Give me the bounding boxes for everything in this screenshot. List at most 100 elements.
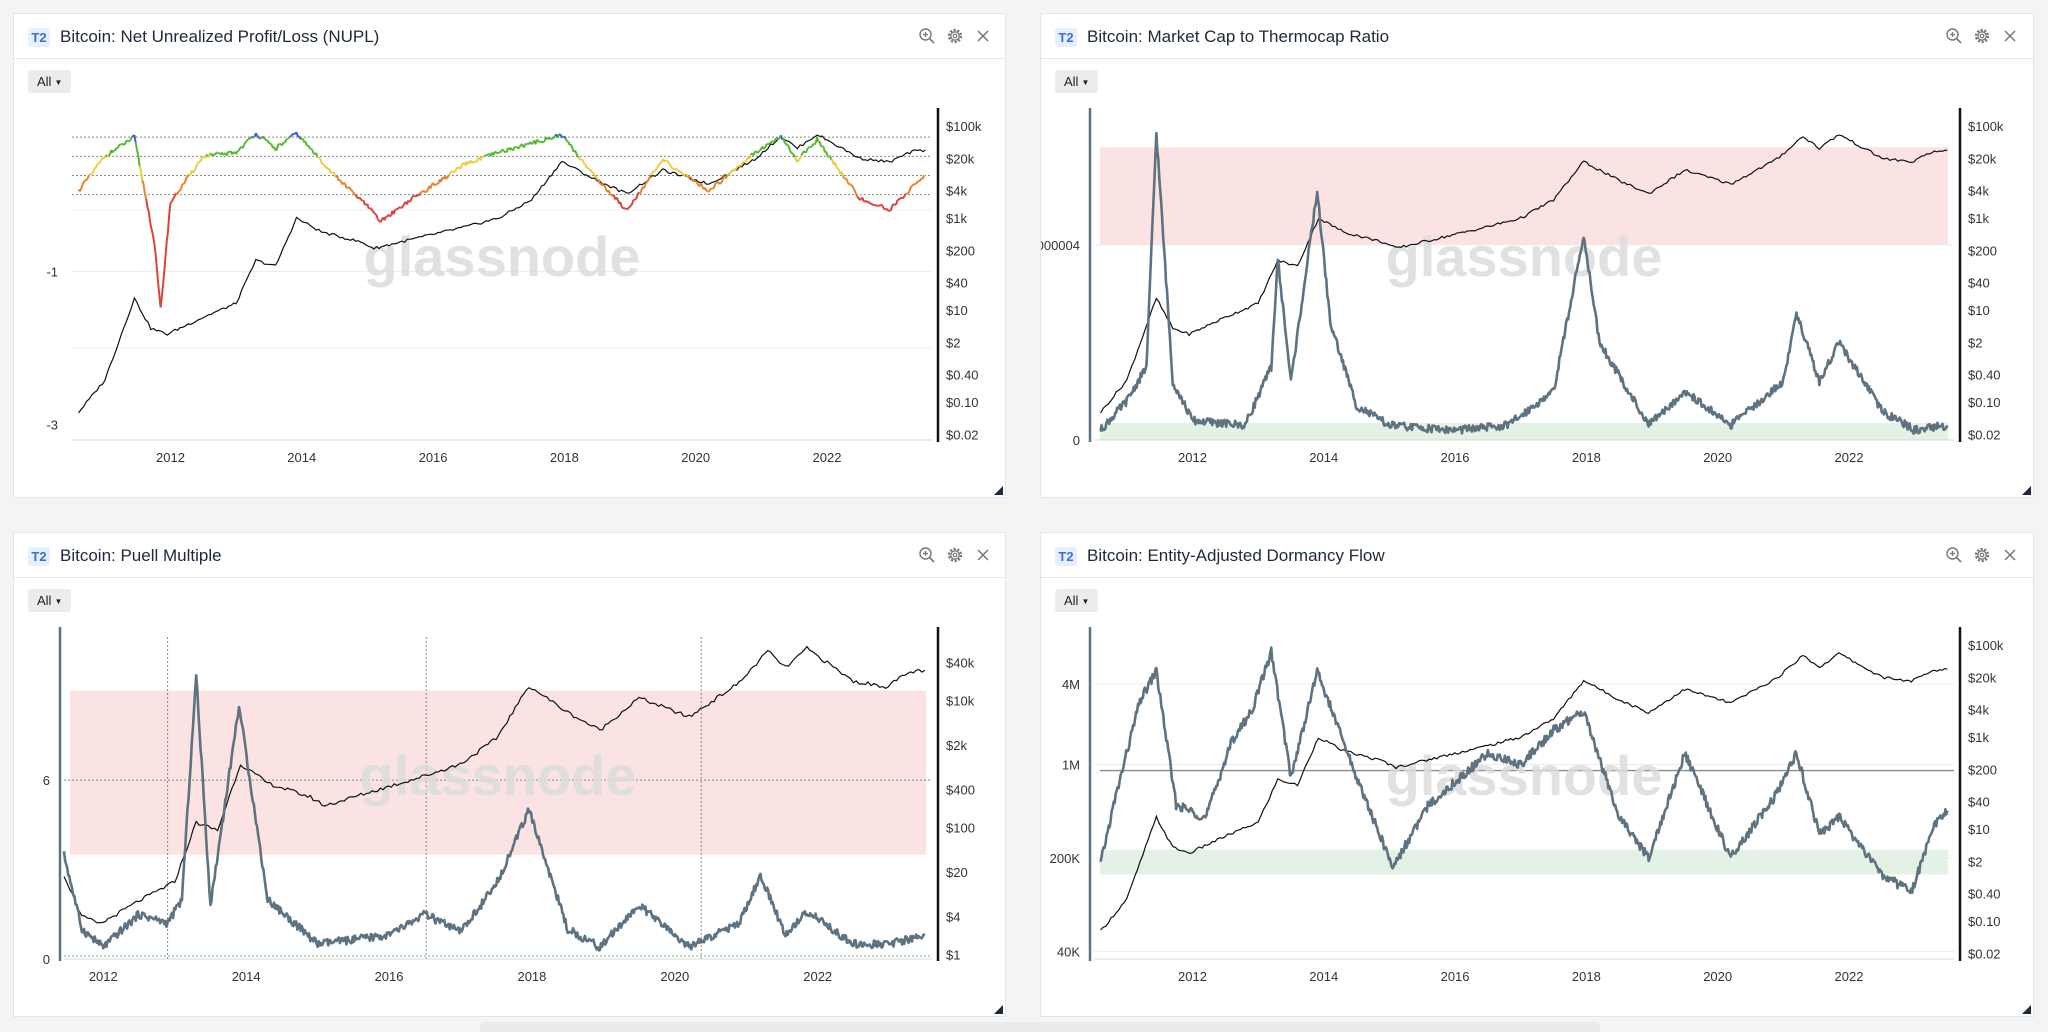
nupl-segment bbox=[704, 187, 708, 191]
nupl-segment bbox=[592, 172, 596, 176]
nupl-segment bbox=[696, 182, 700, 186]
nupl-segment bbox=[203, 155, 207, 159]
x-tick-label: 2018 bbox=[1572, 450, 1601, 465]
nupl-segment bbox=[194, 164, 198, 170]
nupl-segment bbox=[559, 133, 563, 138]
nupl-segment bbox=[812, 142, 815, 146]
nupl-segment bbox=[85, 177, 89, 181]
range-dropdown[interactable]: All ▼ bbox=[1055, 589, 1099, 612]
nupl-segment bbox=[842, 175, 846, 179]
nupl-segment bbox=[344, 183, 348, 189]
nupl-segment bbox=[679, 170, 682, 173]
gear-icon[interactable] bbox=[946, 546, 964, 564]
panel-header: T2 Bitcoin: Market Cap to Thermocap Rati… bbox=[1041, 14, 2033, 59]
close-icon[interactable] bbox=[2001, 546, 2019, 564]
resize-handle[interactable] bbox=[994, 486, 1003, 495]
nupl-segment bbox=[133, 134, 137, 143]
nupl-segment bbox=[615, 196, 619, 201]
nupl-segment bbox=[742, 160, 745, 164]
nupl-segment bbox=[705, 189, 709, 193]
gear-icon[interactable] bbox=[946, 27, 964, 45]
nupl-segment bbox=[805, 147, 809, 152]
bottom-scroll-hint bbox=[480, 1022, 1600, 1032]
nupl-segment bbox=[635, 194, 639, 200]
metric-line bbox=[1099, 131, 1949, 435]
nupl-segment bbox=[518, 144, 522, 148]
nupl-segment bbox=[624, 207, 628, 211]
range-dropdown[interactable]: All ▼ bbox=[1055, 70, 1099, 93]
close-icon[interactable] bbox=[974, 546, 992, 564]
resize-handle[interactable] bbox=[994, 1005, 1003, 1014]
nupl-segment bbox=[269, 142, 273, 146]
nupl-segment bbox=[343, 181, 346, 185]
resize-handle[interactable] bbox=[2022, 486, 2031, 495]
resize-handle[interactable] bbox=[2022, 1005, 2031, 1014]
panel-header: T2 Bitcoin: Net Unrealized Profit/Loss (… bbox=[14, 14, 1005, 59]
nupl-segment bbox=[766, 142, 769, 146]
nupl-segment bbox=[274, 148, 278, 152]
gear-icon[interactable] bbox=[1973, 546, 1991, 564]
metric-line bbox=[1099, 646, 1949, 895]
nupl-segment bbox=[564, 138, 568, 142]
nupl-segment bbox=[799, 154, 803, 159]
nupl-segment bbox=[218, 152, 221, 156]
nupl-chart: glassnode 2012 2014 2016 2018 2020 2022 -1 -3 $10… bbox=[46, 108, 982, 465]
nupl-segment bbox=[898, 197, 901, 201]
nupl-segment bbox=[353, 193, 357, 196]
nupl-segment bbox=[865, 200, 869, 204]
nupl-segment bbox=[479, 156, 483, 161]
nupl-segment bbox=[553, 135, 557, 139]
nupl-segment bbox=[790, 151, 793, 155]
zoom-in-icon[interactable] bbox=[918, 546, 936, 564]
nupl-segment bbox=[91, 171, 94, 175]
y-right-tick-label: $2 bbox=[1968, 335, 1982, 350]
range-dropdown[interactable]: All ▼ bbox=[28, 70, 72, 93]
nupl-segment bbox=[748, 154, 752, 160]
zoom-in-icon[interactable] bbox=[1945, 27, 1963, 45]
nupl-segment bbox=[680, 171, 684, 175]
y-right-tick-label: $10 bbox=[1968, 303, 1990, 318]
nupl-segment bbox=[659, 161, 663, 164]
y-right-tick-label: $100k bbox=[1968, 119, 2004, 134]
nupl-segment bbox=[813, 141, 817, 146]
range-dropdown-label: All bbox=[37, 593, 52, 608]
nupl-segment bbox=[724, 174, 729, 179]
nupl-segment bbox=[370, 208, 374, 212]
nupl-segment bbox=[727, 172, 731, 175]
nupl-segment bbox=[851, 185, 855, 189]
nupl-segment bbox=[734, 167, 738, 172]
nupl-segment bbox=[885, 208, 889, 212]
nupl-segment bbox=[545, 136, 549, 140]
x-tick-label: 2016 bbox=[419, 450, 448, 465]
x-tick-label: 2022 bbox=[1835, 969, 1864, 984]
close-icon[interactable] bbox=[2001, 27, 2019, 45]
nupl-segment bbox=[147, 211, 152, 223]
nupl-segment bbox=[867, 200, 870, 204]
nupl-segment bbox=[720, 177, 725, 183]
nupl-segment bbox=[379, 218, 383, 223]
nupl-segment bbox=[603, 185, 608, 191]
nupl-segment bbox=[561, 136, 564, 139]
nupl-segment bbox=[788, 149, 792, 154]
nupl-segment bbox=[870, 202, 874, 206]
x-tick-label: 2020 bbox=[660, 969, 689, 984]
nupl-segment bbox=[262, 136, 266, 140]
nupl-segment bbox=[193, 168, 197, 172]
y-right-tick-label: $10k bbox=[946, 694, 975, 709]
nupl-segment bbox=[672, 168, 676, 171]
nupl-segment bbox=[453, 170, 456, 173]
range-dropdown[interactable]: All ▼ bbox=[28, 589, 72, 612]
nupl-segment bbox=[177, 189, 181, 193]
nupl-segment bbox=[360, 198, 363, 202]
nupl-segment bbox=[93, 167, 97, 170]
nupl-segment bbox=[825, 151, 829, 157]
zoom-in-icon[interactable] bbox=[918, 27, 936, 45]
y-right-tick-label: $0.40 bbox=[1968, 367, 2001, 382]
gear-icon[interactable] bbox=[1973, 27, 1991, 45]
x-tick-label: 2014 bbox=[1309, 969, 1338, 984]
zoom-in-icon[interactable] bbox=[1945, 546, 1963, 564]
close-icon[interactable] bbox=[974, 27, 992, 45]
nupl-segment bbox=[467, 161, 471, 165]
y-right-tick-label: $4k bbox=[1968, 702, 1989, 717]
y-right-tick-label: $1k bbox=[1968, 730, 1989, 745]
